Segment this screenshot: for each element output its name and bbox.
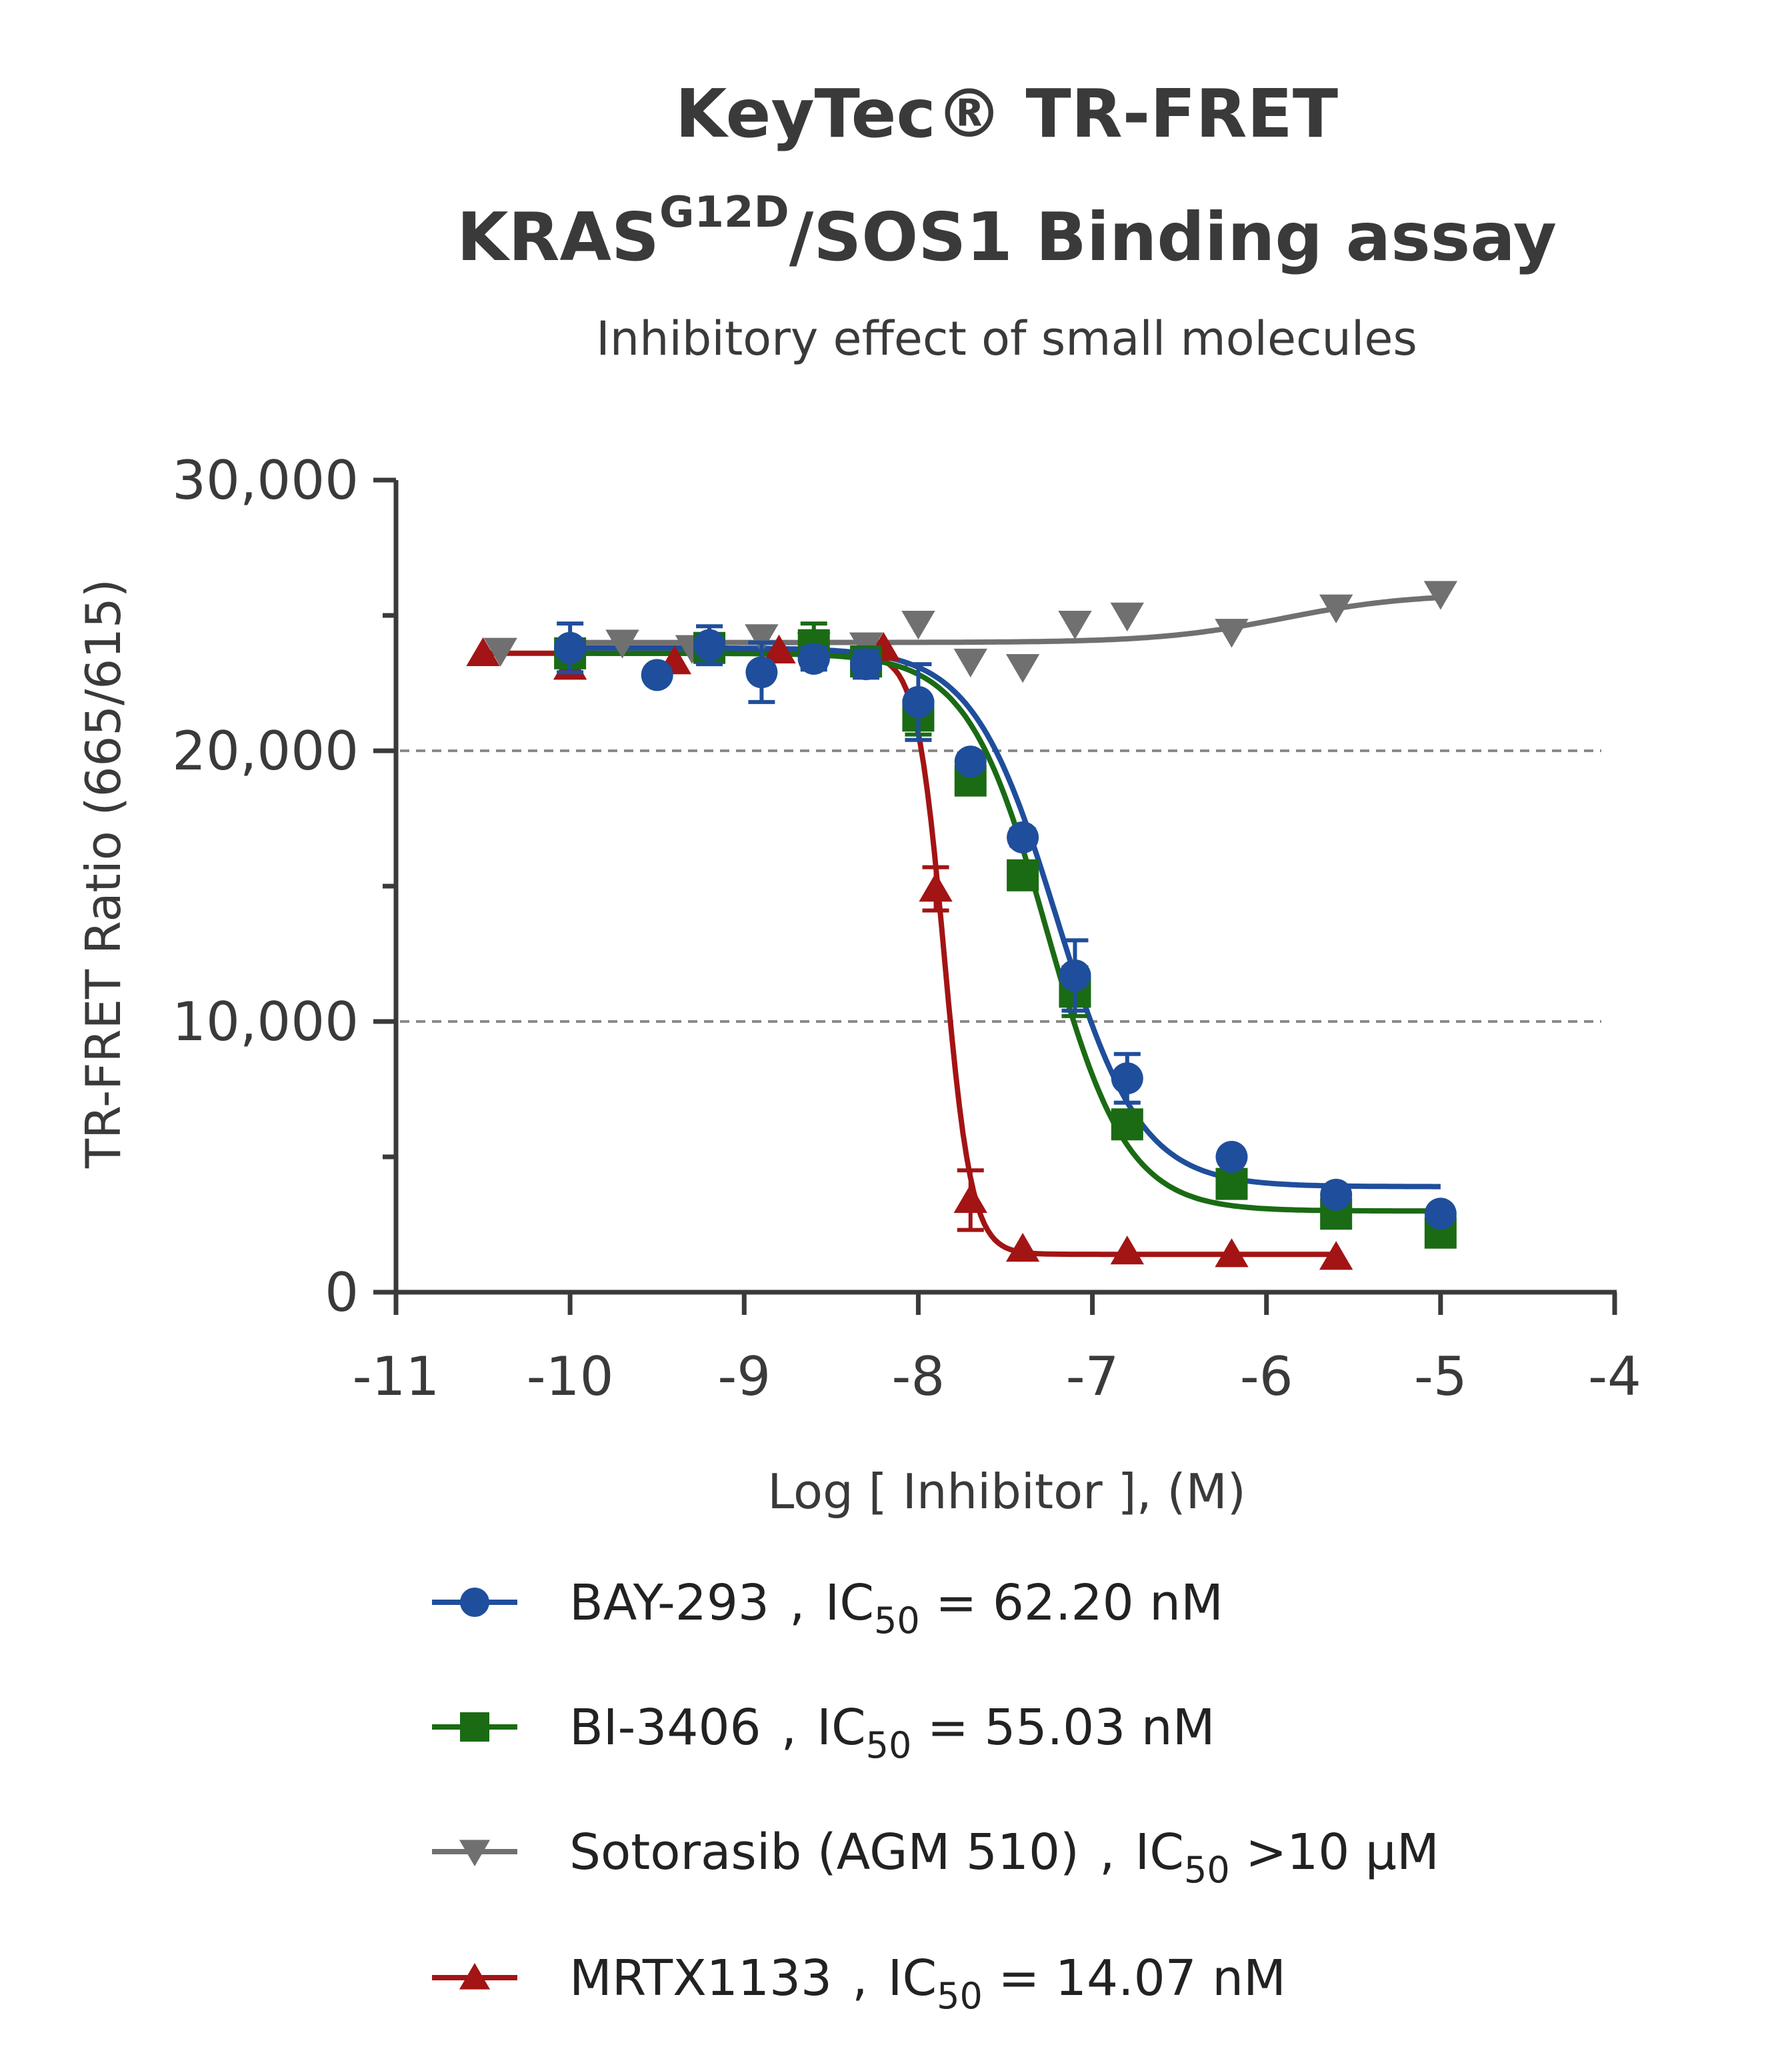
legend-comma: ,: [852, 1950, 868, 2007]
legend-marker: [459, 1840, 491, 1866]
legend-comma: ,: [781, 1699, 797, 1756]
legend-label: MRTX1133, IC50 = 14.07 nM: [569, 1950, 1286, 2017]
y-tick-label: 0: [325, 1262, 359, 1324]
legend-ic-text: IC: [817, 1699, 866, 1756]
legend-marker: [460, 1712, 489, 1742]
x-tick-label: -6: [1240, 1346, 1293, 1408]
data-point-bay-293: [1111, 1062, 1143, 1095]
data-point-mrtx1133: [1319, 1241, 1353, 1270]
data-point-bay-293: [554, 631, 587, 664]
legend-ic-value: = 14.07 nM: [983, 1950, 1286, 2007]
data-point-sotorasib-agm-510: [483, 637, 517, 667]
data-point-mrtx1133: [1215, 1238, 1249, 1268]
legend-item-mrtx1133: MRTX1133, IC50 = 14.07 nM: [432, 1950, 1286, 2017]
legend-comma: ,: [1099, 1824, 1115, 1881]
y-axis-label: TR-FRET Ratio (665/615): [75, 579, 131, 1169]
y-tick-label: 10,000: [172, 991, 359, 1053]
x-tick-label: -4: [1588, 1346, 1641, 1408]
legend-series-name: Sotorasib (AGM 510): [569, 1824, 1079, 1881]
legend-ic-value: >10 µM: [1230, 1824, 1439, 1881]
data-point-sotorasib-agm-510: [1110, 602, 1144, 631]
x-tick-label: -9: [717, 1346, 771, 1408]
axes: 0 10,000 20,000 30,000 -11 -10 -9 -8 -7 -6 -5 -4: [172, 449, 1641, 1408]
legend-marker: [460, 1588, 489, 1617]
data-point-bay-293: [745, 656, 778, 689]
data-point-bay-293: [1320, 1178, 1353, 1211]
legend-ic-text: IC: [825, 1574, 875, 1632]
data-point-mrtx1133: [762, 634, 796, 663]
title-rest: /SOS1 Binding assay: [789, 198, 1557, 276]
data-point-bi-3406: [1111, 1108, 1143, 1141]
data-point-bay-293: [1424, 1198, 1457, 1230]
data-point-bay-293: [1059, 959, 1091, 991]
legend-series-name: MRTX1133: [569, 1950, 832, 2007]
data-point-bay-293: [954, 745, 987, 778]
data-point-bay-293: [1215, 1141, 1248, 1173]
chart-subtitle: Inhibitory effect of small molecules: [596, 311, 1417, 366]
x-axis-label: Log [ Inhibitor ], (M): [767, 1464, 1246, 1520]
fit-curve-bay-293: [570, 645, 1441, 1190]
legend-label: BAY-293, IC50 = 62.20 nM: [569, 1574, 1223, 1642]
y-tick-label: 20,000: [172, 720, 359, 782]
legend-ic-text: IC: [888, 1950, 937, 2007]
legend-item-bay-293: BAY-293, IC50 = 62.20 nM: [432, 1574, 1223, 1642]
data-point-sotorasib-agm-510: [1423, 581, 1458, 610]
data-point-sotorasib-agm-510: [1005, 653, 1040, 683]
data-point-sotorasib-agm-510: [745, 624, 779, 653]
chart-title-line2: KRASG12D/SOS1 Binding assay: [457, 188, 1557, 276]
legend-marker: [459, 1963, 491, 1990]
x-tick-label: -11: [353, 1346, 440, 1408]
legend-comma: ,: [789, 1574, 805, 1632]
fit-curve-mrtx1133: [483, 650, 1337, 1258]
data-points: [466, 581, 1458, 1270]
legend-ic-value: = 55.03 nM: [911, 1699, 1215, 1756]
fit-curves: [483, 595, 1441, 1258]
grid-lines: [400, 749, 1601, 1023]
legend-item-sotorasib-agm-510: Sotorasib (AGM 510), IC50 >10 µM: [432, 1824, 1439, 1891]
chart-title-line1: KeyTec® TR-FRET: [675, 75, 1338, 153]
data-point-bay-293: [693, 629, 726, 661]
fit-curve-bi-3406: [570, 650, 1441, 1214]
data-point-sotorasib-agm-510: [901, 610, 935, 640]
legend-ic-value: = 62.20 nM: [920, 1574, 1223, 1632]
data-point-mrtx1133: [919, 873, 953, 902]
x-tick-label: -5: [1414, 1346, 1467, 1408]
x-tick-label: -8: [892, 1346, 945, 1408]
title-kras: KRAS: [457, 198, 659, 276]
data-point-sotorasib-agm-510: [1058, 610, 1092, 640]
data-point-sotorasib-agm-510: [1215, 619, 1249, 648]
y-tick-label: 30,000: [172, 449, 359, 511]
data-point-sotorasib-agm-510: [1319, 594, 1353, 623]
data-point-bi-3406: [1007, 859, 1039, 891]
legend-label: BI-3406, IC50 = 55.03 nM: [569, 1699, 1215, 1766]
legend-ic-subscript: 50: [866, 1724, 912, 1766]
data-point-bay-293: [902, 685, 935, 718]
legend-series-name: BAY-293: [569, 1574, 769, 1632]
title-superscript: G12D: [659, 188, 789, 237]
data-point-sotorasib-agm-510: [605, 629, 639, 659]
data-point-bay-293: [641, 659, 673, 691]
data-point-bi-3406: [1215, 1168, 1248, 1200]
data-point-sotorasib-agm-510: [953, 648, 987, 678]
legend-label: Sotorasib (AGM 510), IC50 >10 µM: [569, 1824, 1439, 1891]
data-point-mrtx1133: [466, 637, 500, 667]
legend-item-bi-3406: BI-3406, IC50 = 55.03 nM: [432, 1699, 1215, 1766]
data-point-bay-293: [850, 648, 883, 681]
data-point-bay-293: [797, 642, 830, 675]
legend-ic-subscript: 50: [1184, 1849, 1230, 1891]
x-tick-label: -10: [527, 1346, 614, 1408]
x-tick-label: -7: [1066, 1346, 1119, 1408]
legend-ic-subscript: 50: [874, 1600, 920, 1642]
data-point-mrtx1133: [1005, 1233, 1040, 1262]
legend-ic-subscript: 50: [937, 1975, 983, 2017]
data-point-bay-293: [1007, 821, 1039, 853]
data-point-mrtx1133: [1110, 1236, 1144, 1265]
legend-series-name: BI-3406: [569, 1699, 761, 1756]
data-point-mrtx1133: [953, 1184, 987, 1214]
legend-ic-text: IC: [1135, 1824, 1184, 1881]
